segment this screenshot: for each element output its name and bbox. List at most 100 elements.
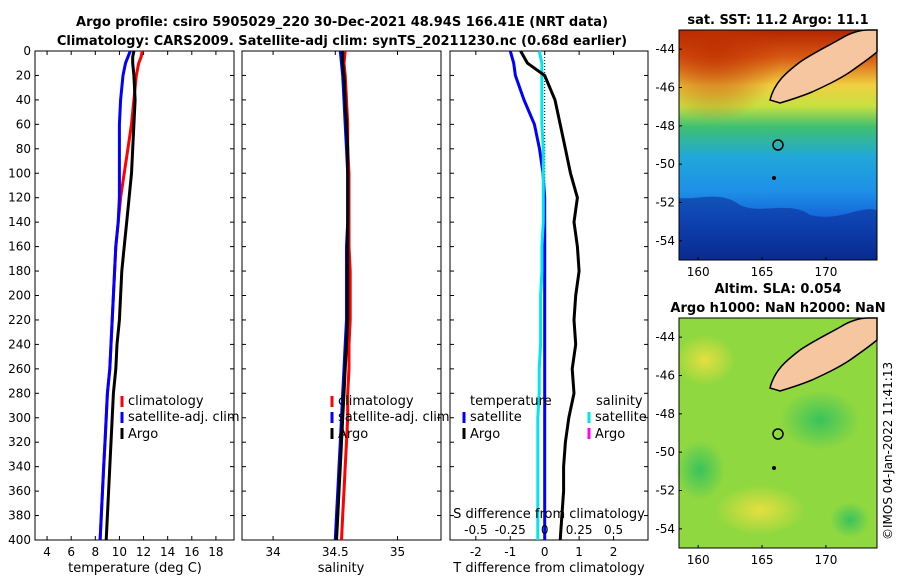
s-diff-tick-label: -0.25 [495, 523, 526, 537]
sla-high-patch [675, 335, 735, 385]
map-y-tick-label: -44 [655, 330, 675, 344]
sst-map-frame [678, 29, 878, 261]
y-tick-label: 240 [8, 337, 31, 351]
y-tick-label: 20 [16, 68, 31, 82]
y-tick-label: 120 [8, 191, 31, 205]
x-tick-label: 18 [208, 545, 223, 559]
map-y-tick-label: -48 [655, 119, 675, 133]
legend-label-climatology: climatology [338, 394, 414, 409]
sla-map-title-1: Altim. SLA: 0.054 [715, 282, 842, 297]
argo-location-marker [772, 428, 784, 440]
x-tick-label: 12 [136, 545, 151, 559]
legend-label-argo: Argo [128, 427, 158, 442]
map-x-tick-label: 160 [687, 265, 710, 279]
sst-cold-water [679, 196, 877, 260]
difference-xlabel-top: S difference from climatology [453, 507, 645, 522]
x-tick-label: 16 [184, 545, 199, 559]
temperature-legend: climatology satellite-adj. clim Argo [120, 394, 240, 442]
legend-label-s-argo: Argo [595, 427, 625, 442]
legend-title-salinity: salinity [596, 394, 643, 409]
temperature-plot: 0 20 40 60 80 100 120 140 160 180 200 220 240 260 280 3… [8, 44, 234, 559]
s-diff-tick-label: 0.25 [566, 523, 593, 537]
map-y-tick-label: -52 [655, 196, 675, 210]
difference-axes [449, 50, 649, 541]
x-tick-label: 1 [575, 545, 583, 559]
y-tick-label: 300 [8, 411, 31, 425]
map-y-tick-label: -44 [655, 42, 675, 56]
map-y-tick-label: -48 [655, 407, 675, 421]
legend-label-t-argo: Argo [470, 427, 500, 442]
legend-title-temperature: temperature [470, 394, 552, 409]
x-tick-label: 34 [265, 545, 280, 559]
series-line-argo [335, 51, 350, 541]
legend-label-argo: Argo [338, 427, 368, 442]
sla-low-patch [780, 390, 860, 450]
salinity-xlabel: salinity [318, 561, 365, 576]
map-y-tick-label: -52 [655, 484, 675, 498]
x-tick-label: 34.5 [322, 545, 349, 559]
map-y-tick-label: -46 [655, 369, 675, 383]
legend-label-t-satellite: satellite [470, 410, 522, 425]
x-tick-label: 10 [112, 545, 127, 559]
map-x-tick-label: 165 [751, 553, 774, 567]
sst-map-title: sat. SST: 11.2 Argo: 11.1 [687, 13, 868, 28]
y-tick-label: 160 [8, 240, 31, 254]
sst-map [678, 29, 878, 261]
map-x-tick-label: 165 [751, 265, 774, 279]
map-y-tick-label: -46 [655, 81, 675, 95]
series-line-t-satellite [508, 50, 547, 540]
series-line-t-argo [519, 50, 581, 541]
sla-map [675, 317, 878, 549]
y-tick-label: 100 [8, 166, 31, 180]
x-tick-label: 14 [160, 545, 175, 559]
title-line-1: Argo profile: csiro 5905029_220 30-Dec-2… [76, 15, 608, 30]
map-x-tick-label: 170 [814, 553, 837, 567]
y-tick-label: 260 [8, 362, 31, 376]
sst-map-ticks: 160 165 170 -44 -46 -48 -50 -52 -54 [655, 42, 837, 279]
s-diff-tick-label: -0.5 [464, 523, 487, 537]
sla-low-patch [675, 440, 725, 500]
map-x-tick-label: 170 [814, 265, 837, 279]
sla-map-frame [678, 317, 878, 549]
series-line-argo [104, 50, 137, 541]
y-tick-label: 200 [8, 289, 31, 303]
difference-legend: temperature satellite Argo salinity sate… [462, 394, 647, 442]
x-tick-label: 8 [91, 545, 99, 559]
map-y-tick-label: -50 [655, 157, 675, 171]
y-tick-label: 360 [8, 484, 31, 498]
island-marker [772, 176, 776, 180]
temperature-xlabel: temperature (deg C) [68, 561, 202, 576]
y-tick-label: 180 [8, 264, 31, 278]
difference-xlabel: T difference from climatology [452, 561, 645, 576]
salinity-plot: 34 34.5 35 [242, 50, 441, 559]
x-tick-label: 2 [610, 545, 618, 559]
map-x-tick-label: 160 [687, 553, 710, 567]
y-tick-label: 60 [16, 117, 31, 131]
sla-low-patch [830, 502, 870, 538]
legend-label-s-satellite: satellite [595, 410, 647, 425]
sla-high-patch [715, 485, 805, 535]
s-diff-tick-label: 0.5 [604, 523, 623, 537]
s-difference-tick-labels: -0.5 -0.25 0 0.25 0.5 [464, 523, 623, 537]
legend-label-climatology: climatology [128, 394, 204, 409]
x-tick-label: 6 [67, 545, 75, 559]
y-tick-label: 340 [8, 460, 31, 474]
x-tick-label: -1 [504, 545, 516, 559]
y-tick-label: 380 [8, 509, 31, 523]
difference-plot: -2 -1 0 1 2 [450, 50, 648, 559]
title-line-2: Climatology: CARS2009. Satellite-adj cli… [57, 34, 627, 49]
argo-location-marker [772, 139, 784, 151]
y-tick-label: 220 [8, 313, 31, 327]
salinity-legend: climatology satellite-adj. clim Argo [330, 394, 450, 442]
island-marker [772, 466, 776, 470]
map-y-tick-label: -54 [655, 522, 675, 536]
x-tick-label: 0 [541, 545, 549, 559]
x-tick-label: 35 [390, 545, 405, 559]
map-y-tick-label: -54 [655, 234, 675, 248]
y-tick-label: 0 [23, 44, 31, 58]
x-tick-label: -2 [470, 545, 482, 559]
y-tick-label: 40 [16, 93, 31, 107]
map-y-tick-label: -50 [655, 445, 675, 459]
legend-label-satellite: satellite-adj. clim [338, 410, 450, 425]
